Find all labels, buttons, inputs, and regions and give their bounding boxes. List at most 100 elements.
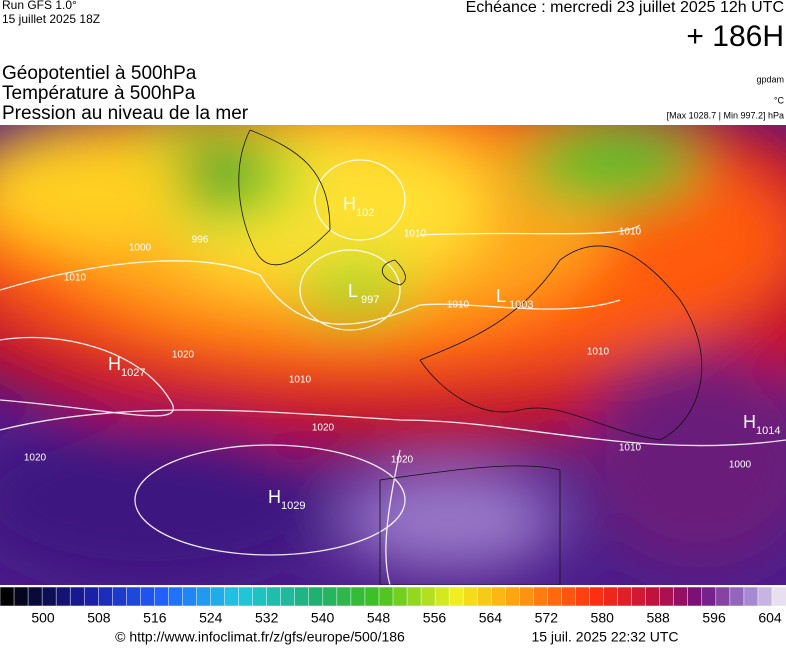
colorbar-swatch — [757, 586, 773, 607]
pressure-center-value: 102 — [356, 207, 374, 219]
colorbar-swatch — [140, 586, 156, 607]
pressure-center-kind: L — [496, 286, 506, 306]
colorbar-swatch — [659, 586, 675, 607]
colorbar-swatch — [378, 586, 394, 607]
colorbar-swatch — [547, 586, 563, 607]
colorbar-swatch — [462, 586, 478, 607]
pressure-center-value: 1014 — [756, 425, 780, 437]
colorbar-swatch — [603, 586, 619, 607]
run-label: Run GFS 1.0° — [2, 0, 77, 12]
unit-label: gpdam — [756, 74, 784, 84]
colorbar-tick-label: 548 — [367, 610, 391, 626]
colorbar-tick-label: 604 — [758, 610, 782, 626]
colorbar-swatch — [350, 586, 366, 607]
colorbar-swatch — [687, 586, 703, 607]
colorbar-swatch — [434, 586, 450, 607]
map — [0, 125, 786, 585]
unit-label: [Max 1028.7 | Min 997.2] hPa — [667, 110, 784, 120]
colorbar-swatch — [491, 586, 507, 607]
colorbar-swatch — [392, 586, 408, 607]
colorbar-tick-label: 516 — [143, 610, 167, 626]
colorbar-swatch — [336, 586, 352, 607]
colorbar-swatch — [715, 586, 731, 607]
pressure-center-kind: H — [743, 412, 756, 432]
colorbar-swatch — [27, 586, 43, 607]
colorbar-swatch — [561, 586, 577, 607]
title-line: Géopotentiel à 500hPa — [2, 63, 197, 84]
colorbar-swatch — [631, 586, 647, 607]
pressure-center-kind: H — [268, 487, 281, 507]
pressure-center-value: 1029 — [281, 500, 305, 512]
colorbar-tick-label: 524 — [199, 610, 223, 626]
colorbar-swatch — [252, 586, 268, 607]
colorbar-swatch — [112, 586, 128, 607]
isobar-label: 1020 — [24, 453, 47, 464]
colorbar-swatch — [729, 586, 745, 607]
isobar-label: 1010 — [404, 229, 427, 240]
isobar-label: 1020 — [172, 350, 195, 361]
colorbar-swatch — [224, 586, 240, 607]
isobar-label: 1010 — [587, 347, 610, 358]
colorbar-swatch — [701, 586, 717, 607]
colorbar-tick-label: 596 — [702, 610, 726, 626]
colorbar-swatch — [476, 586, 493, 607]
isobar-label: 1000 — [729, 460, 752, 471]
colorbar-swatch — [126, 586, 142, 607]
colorbar-swatch — [771, 586, 786, 607]
pressure-center-value: 1003 — [509, 299, 533, 311]
colorbar-swatch — [420, 586, 436, 607]
colorbar-swatch — [182, 586, 198, 607]
footer-url: © http://www.infoclimat.fr/z/gfs/europe/… — [115, 629, 405, 645]
colorbar-swatch — [322, 586, 338, 607]
lead-time: + 186H — [686, 20, 784, 53]
colorbar-tick-label: 580 — [591, 610, 615, 626]
title-line: Température à 500hPa — [2, 83, 196, 104]
colorbar-swatch — [238, 586, 254, 607]
colorbar-swatch — [406, 586, 422, 607]
colorbar-swatch — [448, 586, 464, 607]
pressure-center-kind: L — [348, 281, 358, 301]
colorbar-swatch — [617, 586, 633, 607]
colorbar-swatch — [83, 586, 100, 607]
colorbar-swatch — [589, 586, 605, 607]
colorbar-swatch — [196, 586, 212, 607]
colorbar-swatch — [280, 586, 296, 607]
colorbar-tick-label: 588 — [646, 610, 670, 626]
colorbar-swatch — [168, 586, 184, 607]
colorbar-swatch — [69, 586, 85, 607]
colorbar-swatch — [308, 586, 324, 607]
colorbar-tick-label: 556 — [423, 610, 447, 626]
pressure-center-kind: H — [343, 194, 356, 214]
isobar-label: 1010 — [447, 300, 470, 311]
isobar-label: 1020 — [312, 423, 335, 434]
colorbar-tick-label: 500 — [31, 610, 55, 626]
pressure-center-value: 1027 — [121, 367, 145, 379]
unit-label: °C — [774, 95, 785, 105]
colorbar-swatch — [154, 586, 170, 607]
pressure-center-value: 997 — [361, 294, 379, 306]
colorbar-swatch — [41, 586, 57, 607]
isobar-label: 1010 — [289, 375, 312, 386]
colorbar-swatch — [98, 586, 114, 607]
pressure-center-kind: H — [108, 354, 121, 374]
colorbar-tick-label: 540 — [311, 610, 335, 626]
colorbar-swatch — [519, 586, 535, 607]
colorbar-tick-label: 572 — [535, 610, 559, 626]
isobar-label: 1000 — [129, 243, 152, 254]
colorbar-swatch — [294, 586, 310, 607]
echeance: Echéance : mercredi 23 juillet 2025 12h … — [466, 0, 784, 16]
colorbar-swatch — [575, 586, 591, 607]
colorbar-swatch — [505, 586, 521, 607]
title-line: Pression au niveau de la mer — [2, 103, 249, 124]
isobar-label: 996 — [192, 235, 209, 246]
colorbar-swatch — [55, 586, 71, 607]
colorbar-tick-label: 508 — [87, 610, 111, 626]
colorbar-swatch — [673, 586, 689, 607]
footer-date: 15 juil. 2025 22:32 UTC — [531, 629, 678, 645]
isobar-label: 1010 — [64, 273, 87, 284]
colorbar-swatch — [266, 586, 282, 607]
isobar-label: 1020 — [391, 455, 414, 466]
colorbar-swatch — [743, 586, 759, 607]
isobar-label: 1010 — [619, 227, 642, 238]
